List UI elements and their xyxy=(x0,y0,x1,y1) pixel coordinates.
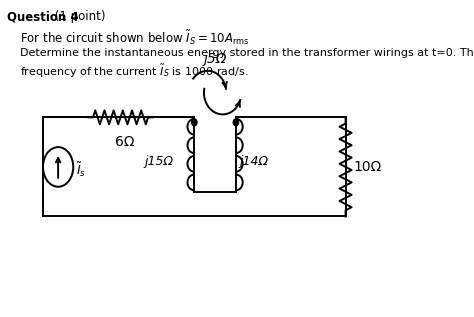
Text: frequency of the current $\tilde{I}_S$ is 1000 rad/s.: frequency of the current $\tilde{I}_S$ i… xyxy=(20,63,249,80)
Text: Question 4: Question 4 xyxy=(8,10,79,23)
Circle shape xyxy=(191,119,197,126)
Text: Determine the instantaneous energy stored in the transformer wirings at t=0. The: Determine the instantaneous energy store… xyxy=(20,48,474,58)
Text: $\tilde{I}_s$: $\tilde{I}_s$ xyxy=(75,161,86,179)
Circle shape xyxy=(233,119,238,126)
Text: j5Ω: j5Ω xyxy=(203,52,227,66)
Text: 10Ω: 10Ω xyxy=(353,160,382,174)
Text: j15Ω: j15Ω xyxy=(144,155,173,168)
Text: (1 point): (1 point) xyxy=(51,10,106,23)
Text: j14Ω: j14Ω xyxy=(240,155,269,168)
Text: For the circuit shown below $\tilde{I}_S = 10A_{\mathrm{rms}}$: For the circuit shown below $\tilde{I}_S… xyxy=(20,28,250,47)
Text: 6Ω: 6Ω xyxy=(115,135,134,149)
